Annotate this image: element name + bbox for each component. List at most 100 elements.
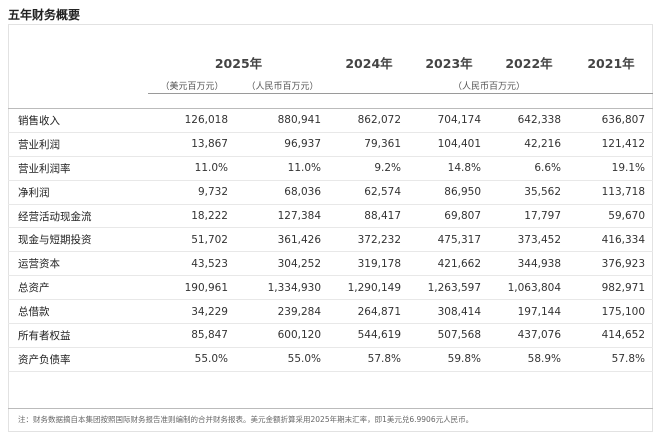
- value-cell: 475,317: [409, 227, 490, 253]
- row-label: 运营资本: [8, 251, 148, 277]
- year-header-row: 2025年 2024年 2023年 2022年 2021年: [8, 47, 653, 77]
- value-cell: 121,412: [569, 132, 654, 157]
- value-cell: 9,732: [148, 180, 236, 205]
- value-cell: 55.0%: [236, 347, 330, 372]
- value-cell: 376,923: [569, 251, 654, 277]
- value-cell: 59.8%: [409, 347, 490, 372]
- header-spacer-row: [8, 93, 654, 109]
- value-cell: 96,937: [236, 132, 330, 157]
- header-blank-cell: [8, 47, 148, 77]
- year-2025-header: 2025年: [214, 55, 263, 71]
- value-cell: 43,523: [148, 251, 236, 277]
- value-cell: 18,222: [148, 204, 236, 229]
- value-cell: 17,797: [489, 204, 570, 229]
- value-cell: 79,361: [329, 132, 410, 157]
- value-cell: 6.6%: [489, 156, 570, 181]
- value-cell: 68,036: [236, 180, 330, 205]
- value-cell: 190,961: [148, 275, 236, 301]
- value-cell: 58.9%: [489, 347, 570, 372]
- year-2021-header: 2021年: [587, 55, 635, 71]
- value-cell: 175,100: [569, 299, 654, 325]
- unit-row: （美元百万元） （人民币百万元） （人民币百万元）: [8, 77, 654, 94]
- value-cell: 544,619: [329, 323, 410, 348]
- value-cell: 85,847: [148, 323, 236, 348]
- table-body: 销售收入 126,018 880,941 862,072 704,174 642,338 6…: [8, 108, 654, 372]
- unit-rmb-2025: （人民币百万元）: [236, 77, 330, 94]
- value-cell: 19.1%: [569, 156, 654, 181]
- table-row: 现金与短期投资 51,702 361,426 372,232 475,317 373,45…: [8, 227, 654, 253]
- value-cell: 1,263,597: [409, 275, 490, 301]
- value-cell: 197,144: [489, 299, 570, 325]
- value-cell: 600,120: [236, 323, 330, 348]
- value-cell: 42,216: [489, 132, 570, 157]
- value-cell: 51,702: [148, 227, 236, 253]
- value-cell: 437,076: [489, 323, 570, 348]
- unit-hist-spacer-right: [569, 77, 654, 94]
- value-cell: 88,417: [329, 204, 410, 229]
- value-cell: 57.8%: [569, 347, 654, 372]
- value-cell: 982,971: [569, 275, 654, 301]
- value-cell: 35,562: [489, 180, 570, 205]
- value-cell: 372,232: [329, 227, 410, 253]
- page-title: 五年财务概要: [8, 8, 81, 22]
- value-cell: 414,652: [569, 323, 654, 348]
- value-cell: 1,334,930: [236, 275, 330, 301]
- table-row: 销售收入 126,018 880,941 862,072 704,174 642,338 6…: [8, 108, 654, 133]
- value-cell: 361,426: [236, 227, 330, 253]
- table-row: 经营活动现金流 18,222 127,384 88,417 69,807 17,797 59…: [8, 204, 654, 229]
- value-cell: 13,867: [148, 132, 236, 157]
- value-cell: 1,290,149: [329, 275, 410, 301]
- value-cell: 11.0%: [148, 156, 236, 181]
- value-cell: 880,941: [236, 108, 330, 133]
- value-cell: 69,807: [409, 204, 490, 229]
- footnote: 注：财务数据摘自本集团按照国际财务报告准则编制的合并财务报表。美元金额折算采用2…: [8, 408, 653, 430]
- value-cell: 126,018: [148, 108, 236, 133]
- unit-rmb-history: （人民币百万元）: [409, 77, 570, 94]
- row-label: 销售收入: [8, 108, 148, 133]
- value-cell: 127,384: [236, 204, 330, 229]
- value-cell: 642,338: [489, 108, 570, 133]
- value-cell: 86,950: [409, 180, 490, 205]
- value-cell: 9.2%: [329, 156, 410, 181]
- value-cell: 14.8%: [409, 156, 490, 181]
- value-cell: 308,414: [409, 299, 490, 325]
- row-label: 净利润: [8, 180, 148, 205]
- value-cell: 11.0%: [236, 156, 330, 181]
- table-row: 所有者权益 85,847 600,120 544,619 507,568 437,076 4…: [8, 323, 654, 348]
- value-cell: 704,174: [409, 108, 490, 133]
- value-cell: 62,574: [329, 180, 410, 205]
- row-label: 现金与短期投资: [8, 227, 148, 253]
- year-2022-header: 2022年: [505, 55, 553, 71]
- value-cell: 319,178: [329, 251, 410, 277]
- value-cell: 55.0%: [148, 347, 236, 372]
- value-cell: 344,938: [489, 251, 570, 277]
- value-cell: 1,063,804: [489, 275, 570, 301]
- value-cell: 239,284: [236, 299, 330, 325]
- unit-blank-cell: [8, 77, 148, 94]
- table-row: 净利润 9,732 68,036 62,574 86,950 35,562 113,718: [8, 180, 654, 205]
- value-cell: 636,807: [569, 108, 654, 133]
- unit-usd: （美元百万元）: [148, 77, 236, 94]
- value-cell: 104,401: [409, 132, 490, 157]
- value-cell: 862,072: [329, 108, 410, 133]
- row-label: 经营活动现金流: [8, 204, 148, 229]
- row-label: 营业利润: [8, 132, 148, 157]
- row-label: 资产负债率: [8, 347, 148, 372]
- table-row: 营业利润率 11.0% 11.0% 9.2% 14.8% 6.6% 19.1%: [8, 156, 654, 181]
- value-cell: 421,662: [409, 251, 490, 277]
- table-row: 营业利润 13,867 96,937 79,361 104,401 42,216 121,4…: [8, 132, 654, 157]
- value-cell: 304,252: [236, 251, 330, 277]
- table-row: 运营资本 43,523 304,252 319,178 421,662 344,938 37…: [8, 251, 654, 277]
- value-cell: 507,568: [409, 323, 490, 348]
- table-row: 总借款 34,229 239,284 264,871 308,414 197,144 175…: [8, 299, 654, 325]
- value-cell: 373,452: [489, 227, 570, 253]
- row-label: 所有者权益: [8, 323, 148, 348]
- row-label: 总借款: [8, 299, 148, 325]
- value-cell: 57.8%: [329, 347, 410, 372]
- value-cell: 59,670: [569, 204, 654, 229]
- value-cell: 113,718: [569, 180, 654, 205]
- value-cell: 34,229: [148, 299, 236, 325]
- row-label: 营业利润率: [8, 156, 148, 181]
- financial-summary-table: 2025年 2024年 2023年 2022年 2021年 （美元百万元） （人…: [8, 47, 654, 372]
- table-row: 资产负债率 55.0% 55.0% 57.8% 59.8% 58.9% 57.8%: [8, 347, 654, 372]
